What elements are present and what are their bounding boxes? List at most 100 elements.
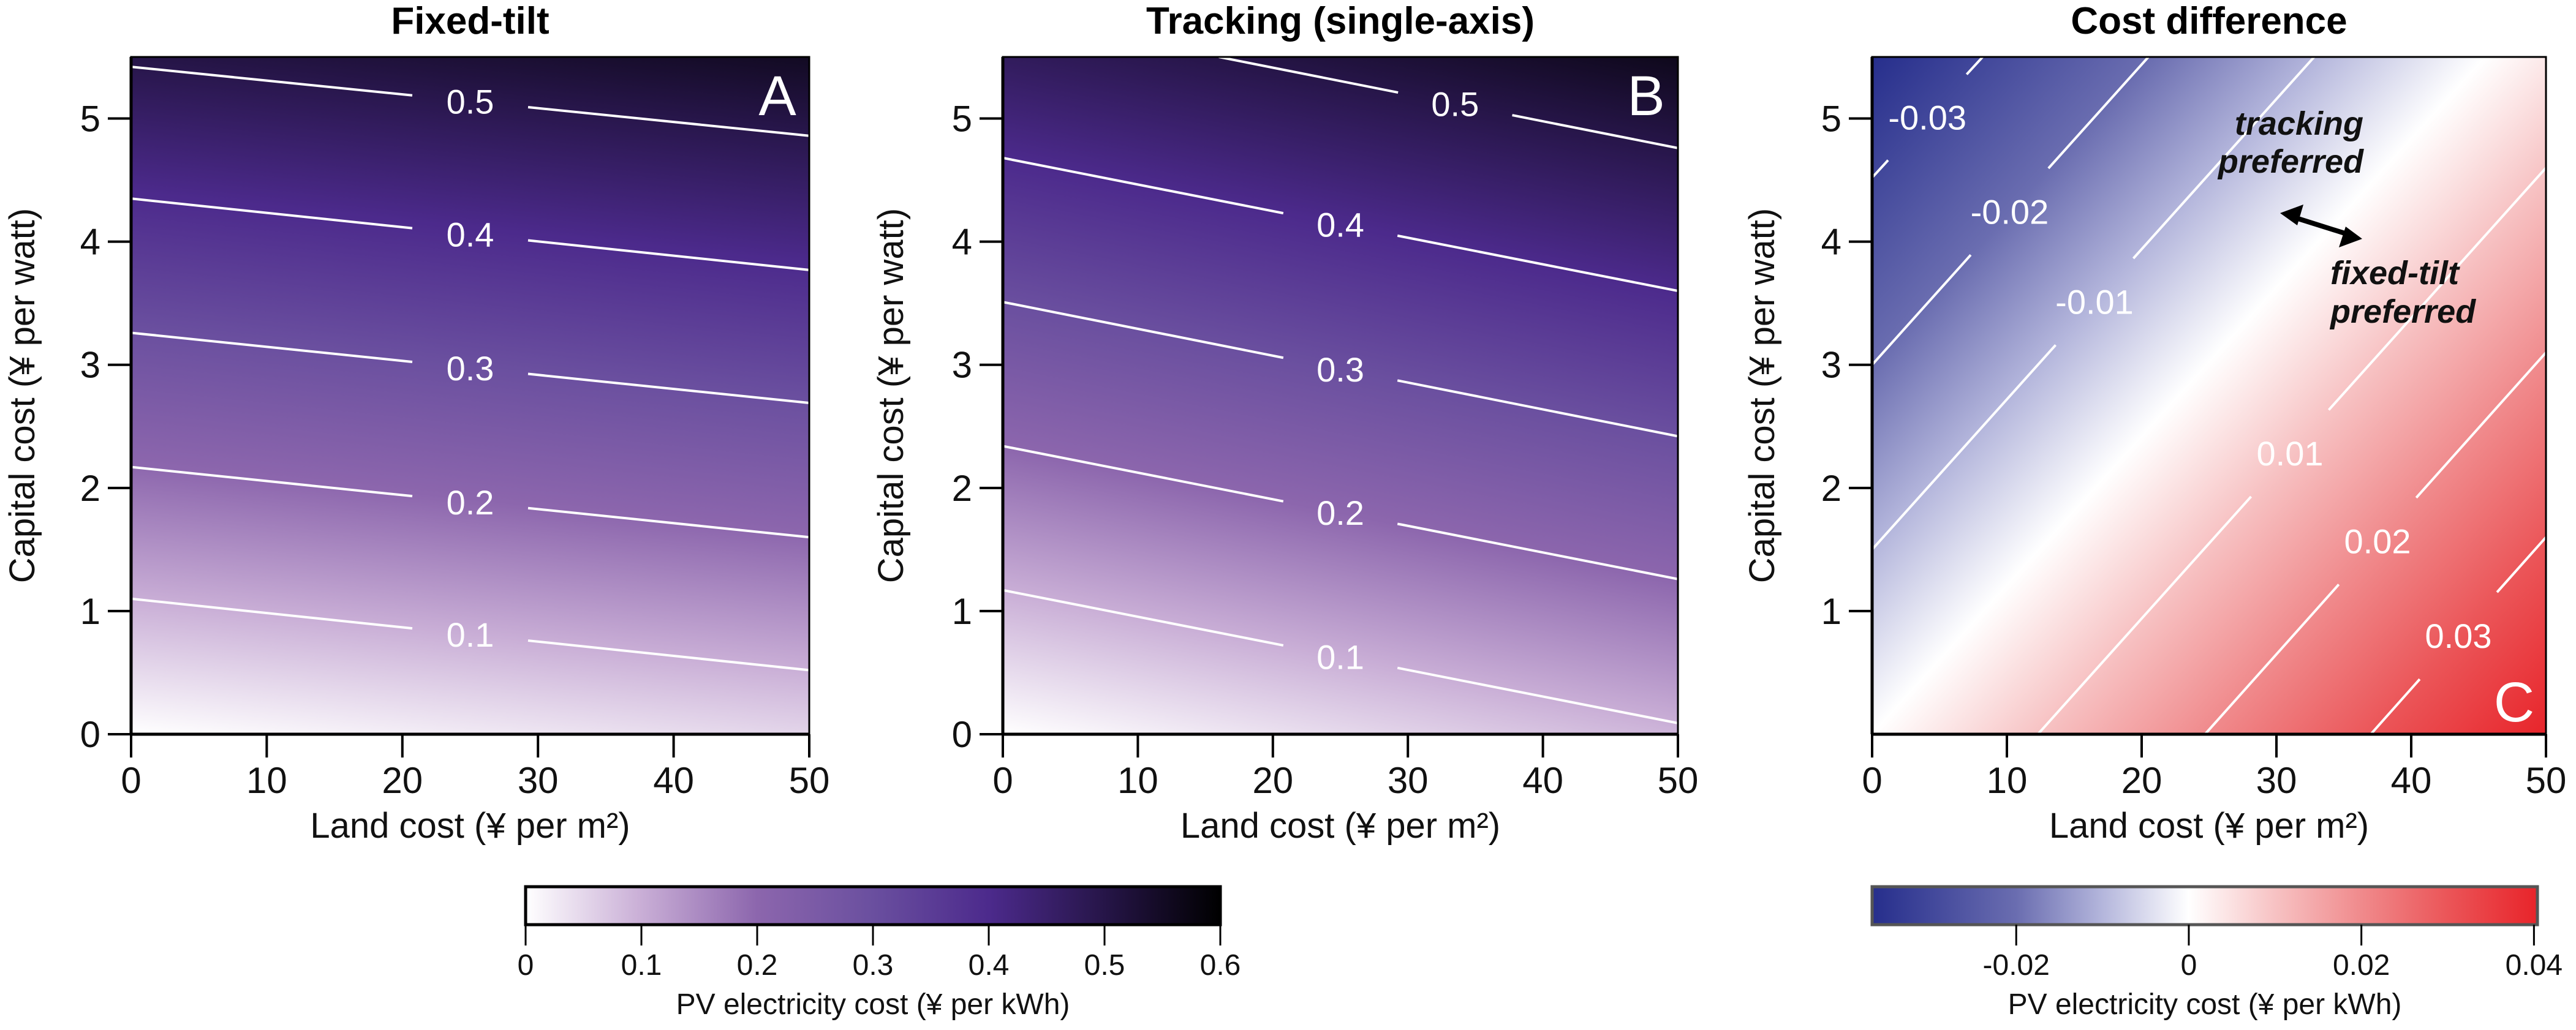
contour-line — [1003, 445, 1284, 503]
colorbar-tick-label: -0.02 — [1983, 949, 2050, 982]
contours — [1003, 57, 1678, 724]
contour-line — [2037, 495, 2253, 734]
colorbar-tick-label: 0.02 — [2333, 949, 2390, 982]
contour-line — [1397, 522, 1678, 581]
colorbar-title: PV electricity cost (¥ per kWh) — [2008, 988, 2402, 1021]
panel-b: 0.1 0.2 0.3 0.4 0.5 0 10 20 30 40 50 0 1 2 3 4 5 Tracking… — [871, 0, 1698, 846]
contour-label: 0.4 — [1316, 205, 1364, 244]
contour-label: -0.02 — [1971, 193, 2049, 231]
contour-label: -0.03 — [1888, 99, 1966, 137]
y-axis-label: Capital cost (¥ per watt) — [871, 208, 911, 583]
panel-a: 0.1 0.2 0.3 0.4 0.5 0 10 20 30 40 50 0 1 2 3 4 5 Fixed-ti… — [2, 0, 829, 846]
x-tick-label: 10 — [1987, 760, 2028, 801]
annotation-tracking: tracking — [2235, 105, 2363, 142]
colorbar — [524, 885, 1222, 927]
contour-label: 0.2 — [1316, 494, 1364, 532]
contour-line — [1003, 588, 1284, 647]
x-tick-label: 30 — [2256, 760, 2297, 801]
colorbar-tick-label: 0.5 — [1084, 949, 1125, 982]
panel-letter: C — [2494, 671, 2534, 734]
contour-label: 0.5 — [447, 82, 494, 121]
x-tick-label: 50 — [789, 760, 830, 801]
panel-title: Tracking (single-axis) — [1146, 0, 1535, 42]
x-tick-label: 40 — [653, 760, 694, 801]
contour-label: 0.1 — [447, 615, 494, 654]
y-tick-label: 1 — [952, 591, 972, 632]
colorbar — [1870, 885, 2539, 927]
x-tick-label: 10 — [246, 760, 287, 801]
contour-label: 0.02 — [2344, 522, 2411, 561]
x-tick-label: 0 — [1862, 760, 1882, 801]
x-tick-label: 20 — [2121, 760, 2162, 801]
contour-line — [1872, 254, 1972, 366]
y-tick-label: 4 — [1821, 222, 1841, 263]
y-tick-label: 3 — [1821, 345, 1841, 386]
contour-line — [2415, 351, 2546, 499]
contour-line — [527, 506, 809, 539]
contour-label: 0.1 — [1316, 637, 1364, 676]
x-tick-label: 40 — [2391, 760, 2432, 801]
contour-label: 0.03 — [2425, 617, 2492, 655]
x-tick-label: 50 — [2526, 760, 2567, 801]
panel-c: -0.03 -0.02 -0.01 0.01 0.02 0.03 0 10 20 30 40 50 1 2… — [1742, 0, 2566, 846]
contour-line — [1003, 301, 1284, 359]
contour-label: 0.4 — [447, 216, 494, 254]
colorbar-tick-label: 0.1 — [621, 949, 662, 982]
contour-line — [1003, 156, 1284, 215]
colorbar-tick-label: 0 — [2181, 949, 2197, 982]
x-axis-label: Land cost (¥ per m²) — [2049, 806, 2369, 846]
contour-label: 0.2 — [447, 483, 494, 522]
contour-label: -0.01 — [2055, 283, 2134, 321]
x-axis-label: Land cost (¥ per m²) — [310, 806, 630, 846]
arrow-head-icon — [2280, 205, 2303, 225]
y-tick-label: 5 — [952, 99, 972, 140]
contour-line — [2047, 57, 2150, 170]
double-arrow-icon — [2293, 215, 2350, 237]
panel-title: Cost difference — [2071, 0, 2347, 42]
contour-line — [1965, 57, 1984, 75]
y-tick-label: 2 — [952, 468, 972, 509]
contour-line — [1512, 114, 1678, 149]
y-tick-label: 1 — [80, 591, 100, 632]
contour-line — [527, 106, 809, 137]
contour-label: 0.5 — [1431, 85, 1479, 124]
contour-label: 0.3 — [447, 349, 494, 388]
y-axis-label: Capital cost (¥ per watt) — [1742, 208, 1782, 583]
y-tick-label: 5 — [80, 99, 100, 140]
contour-line — [1397, 234, 1678, 293]
y-tick-label: 2 — [1821, 468, 1841, 509]
contour-line — [1218, 57, 1399, 94]
colorbar-tick-label: 0.4 — [969, 949, 1010, 982]
y-tick-label: 2 — [80, 468, 100, 509]
x-tick-label: 30 — [518, 760, 559, 801]
colorbar-tick-label: 0.2 — [737, 949, 778, 982]
contour-line — [2132, 57, 2316, 260]
contour-line — [527, 239, 809, 271]
contours — [1872, 57, 2546, 734]
y-tick-label: 1 — [1821, 591, 1841, 632]
colorbar-title: PV electricity cost (¥ per kWh) — [676, 988, 1070, 1021]
x-tick-label: 20 — [382, 760, 423, 801]
contours — [131, 66, 809, 672]
contour-line — [2496, 536, 2546, 593]
x-tick-label: 10 — [1117, 760, 1158, 801]
contour-line — [527, 372, 809, 405]
x-tick-label: 50 — [1658, 760, 1699, 801]
y-tick-label: 0 — [952, 714, 972, 755]
colorbar-tick-label: 0.6 — [1200, 949, 1241, 982]
x-tick-label: 20 — [1252, 760, 1293, 801]
contour-line — [1872, 159, 1889, 179]
x-tick-label: 40 — [1522, 760, 1563, 801]
x-tick-label: 30 — [1388, 760, 1429, 801]
contour-line — [131, 197, 413, 230]
contour-line — [1397, 379, 1678, 438]
x-tick-label: 0 — [992, 760, 1013, 801]
contour-label: 0.3 — [1316, 350, 1364, 389]
heatmap — [131, 57, 809, 734]
colorbar-tick-label: 0.04 — [2506, 949, 2563, 982]
x-axis-label: Land cost (¥ per m²) — [1180, 806, 1500, 846]
contour-line — [2204, 584, 2340, 734]
panel-title: Fixed-tilt — [391, 0, 549, 42]
y-tick-label: 4 — [80, 222, 100, 263]
